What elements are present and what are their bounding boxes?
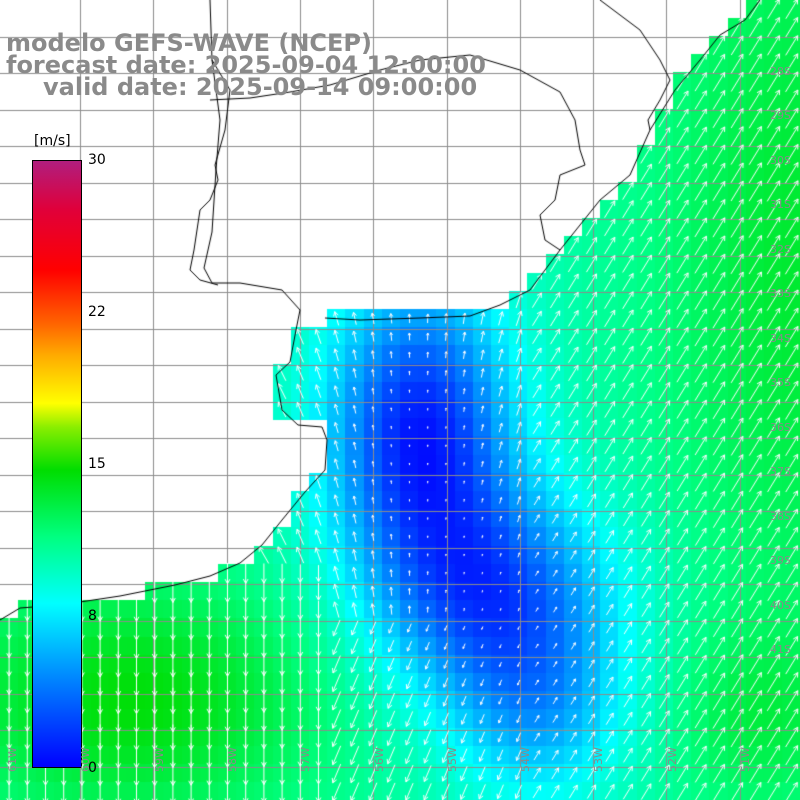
longitude-label: 55W	[445, 747, 459, 772]
model-title: modelo GEFS-WAVE (NCEP)	[6, 29, 372, 57]
legend-tick-0: 0	[88, 760, 97, 776]
longitude-label: 61W	[6, 747, 19, 772]
longitude-label: 52W	[665, 747, 679, 772]
latitude-label: 39S	[770, 554, 791, 567]
latitude-label: 32S	[770, 242, 791, 256]
legend-unit-label: [m/s]	[34, 133, 71, 149]
legend-tick-15: 15	[88, 456, 106, 472]
latitude-label: 29S	[770, 109, 791, 122]
valid-date-title: valid date: 2025-09-14 09:00:00	[43, 73, 478, 101]
latitude-label: 35S	[770, 376, 791, 389]
latitude-label: 37S	[770, 465, 791, 478]
longitude-label: 53W	[592, 747, 606, 772]
legend-tick-8: 8	[88, 608, 97, 624]
longitude-label: 56W	[372, 747, 386, 772]
latitude-label: 36S	[770, 420, 791, 434]
latitude-label: 31S	[770, 198, 791, 211]
latitude-label: 33S	[770, 287, 791, 300]
color-scale-bar	[32, 160, 82, 768]
latitude-label: 30S	[770, 153, 791, 167]
longitude-label: 60W	[79, 747, 93, 772]
latitude-label: 34S	[770, 331, 791, 345]
longitude-label: 59W	[152, 747, 166, 772]
legend-tick-30: 30	[88, 152, 106, 168]
legend-tick-22: 22	[88, 304, 106, 320]
latitude-label: 41S	[770, 643, 791, 656]
longitude-label: 58W	[225, 747, 239, 772]
latitude-label: 28S	[770, 64, 791, 78]
forecast-date-title: forecast date: 2025-09-04 12:00:00	[6, 51, 486, 79]
longitude-label: 51W	[739, 747, 752, 772]
longitude-label: 54W	[519, 747, 533, 772]
latitude-label: 40S	[770, 598, 791, 612]
longitude-label: 57W	[299, 747, 313, 772]
latitude-label: 38S	[770, 509, 791, 523]
